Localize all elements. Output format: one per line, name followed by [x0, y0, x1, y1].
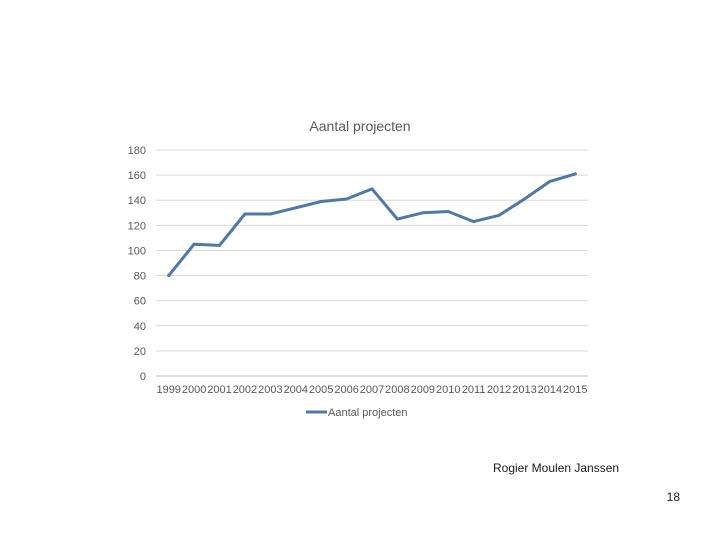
data-point — [370, 187, 374, 191]
data-point — [294, 206, 298, 210]
x-tick-label: 2004 — [284, 384, 308, 396]
x-tick-label: 2011 — [462, 384, 486, 396]
y-tick-label: 180 — [128, 145, 146, 157]
data-point — [472, 220, 476, 224]
data-point — [548, 179, 552, 183]
data-point — [421, 211, 425, 215]
x-tick-label: 1999 — [156, 384, 180, 396]
x-tick-label: 2013 — [512, 384, 536, 396]
data-point — [167, 274, 171, 278]
data-point — [522, 197, 526, 201]
slide-number: 18 — [666, 490, 680, 504]
data-point — [573, 172, 577, 176]
data-point — [345, 197, 349, 201]
data-point — [192, 242, 196, 246]
data-point — [497, 213, 501, 217]
gridlines — [156, 149, 588, 377]
y-tick-label: 60 — [134, 296, 146, 308]
data-point — [446, 210, 450, 214]
chart-title: Aantal projecten — [309, 118, 411, 134]
y-tick-label: 100 — [128, 245, 146, 257]
data-point — [268, 212, 272, 216]
data-point — [218, 243, 222, 247]
y-tick-label: 20 — [134, 346, 146, 358]
x-tick-label: 2000 — [182, 384, 206, 396]
y-tick-label: 160 — [128, 170, 146, 182]
x-tick-label: 2003 — [258, 384, 282, 396]
data-point — [395, 217, 399, 221]
y-tick-label: 140 — [128, 195, 146, 207]
legend-label: Aantal projecten — [328, 407, 408, 419]
x-tick-label: 2014 — [538, 384, 562, 396]
x-tick-label: 2015 — [563, 384, 587, 396]
data-point — [319, 199, 323, 203]
x-tick-label: 2012 — [487, 384, 511, 396]
series-group — [167, 172, 577, 278]
y-tick-label: 120 — [128, 220, 146, 232]
y-tick-label: 80 — [134, 271, 146, 283]
x-tick-label: 2006 — [334, 384, 358, 396]
x-tick-label: 2007 — [360, 384, 384, 396]
author-name: Rogier Moulen Janssen — [493, 461, 620, 475]
data-point — [243, 212, 247, 216]
x-tick-label: 2010 — [436, 384, 460, 396]
y-axis-tick-labels: 0 20 40 60 80 100 120 140 160 180 — [128, 145, 146, 383]
x-tick-label: 2002 — [233, 384, 257, 396]
x-tick-label: 2008 — [385, 384, 409, 396]
y-tick-label: 0 — [140, 371, 146, 383]
y-tick-label: 40 — [134, 321, 146, 333]
x-tick-label: 2001 — [207, 384, 231, 396]
x-tick-label: 2005 — [309, 384, 333, 396]
x-tick-label: 2009 — [411, 384, 435, 396]
legend: Aantal projecten — [306, 407, 408, 419]
x-axis-tick-labels: 1999 2000 2001 2002 2003 2004 2005 2006 2007 2008… — [156, 384, 587, 396]
